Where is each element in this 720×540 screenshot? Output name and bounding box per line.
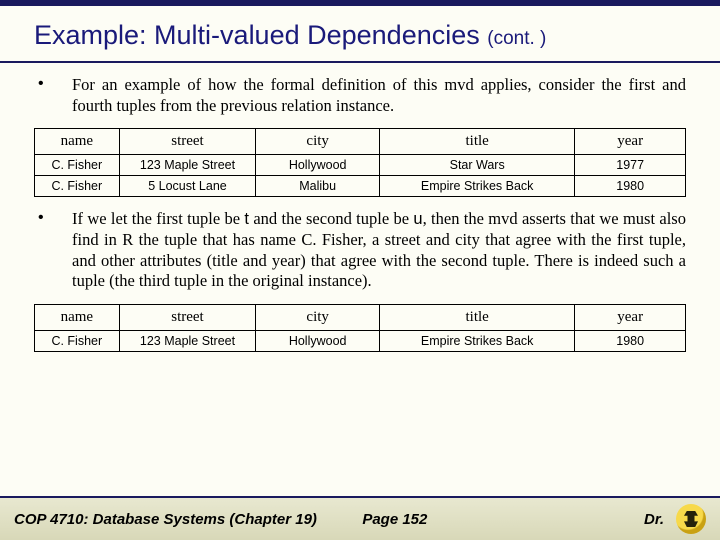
td: 1980 (575, 330, 686, 351)
th-title: title (380, 304, 575, 330)
th-street: street (119, 129, 256, 155)
bullet-marker: • (34, 75, 72, 116)
th-name: name (35, 304, 120, 330)
title-main: Example: Multi-valued Dependencies (34, 20, 487, 50)
th-city: city (256, 304, 380, 330)
table-row: C. Fisher 5 Locust Lane Malibu Empire St… (35, 176, 686, 197)
slide: Example: Multi-valued Dependencies (cont… (0, 0, 720, 540)
table-2: name street city title year C. Fisher 12… (34, 304, 686, 352)
footer-course: COP 4710: Database Systems (Chapter 19) (14, 511, 362, 528)
bullet-2-part: If we let the first tuple be (72, 209, 244, 228)
table-row: name street city title year (35, 129, 686, 155)
th-year: year (575, 129, 686, 155)
td: 123 Maple Street (119, 155, 256, 176)
table-row: name street city title year (35, 304, 686, 330)
td: C. Fisher (35, 155, 120, 176)
td: Hollywood (256, 330, 380, 351)
bullet-marker: • (34, 209, 72, 292)
bullet-1: • For an example of how the formal defin… (34, 75, 686, 116)
bullet-2: • If we let the first tuple be t and the… (34, 209, 686, 292)
footer: COP 4710: Database Systems (Chapter 19) … (0, 496, 720, 540)
td: Hollywood (256, 155, 380, 176)
content-area: • For an example of how the formal defin… (0, 63, 720, 352)
td: Empire Strikes Back (380, 176, 575, 197)
bullet-2-text: If we let the first tuple be t and the s… (72, 209, 686, 292)
td: Empire Strikes Back (380, 330, 575, 351)
footer-author: Dr. (580, 511, 670, 528)
td: 5 Locust Lane (119, 176, 256, 197)
bullet-1-text: For an example of how the formal definit… (72, 75, 686, 116)
th-city: city (256, 129, 380, 155)
table-1: name street city title year C. Fisher 12… (34, 128, 686, 197)
td: 1977 (575, 155, 686, 176)
th-title: title (380, 129, 575, 155)
td: 123 Maple Street (119, 330, 256, 351)
th-street: street (119, 304, 256, 330)
logo-icon (676, 504, 706, 534)
slide-title: Example: Multi-valued Dependencies (cont… (0, 6, 720, 63)
td: C. Fisher (35, 176, 120, 197)
td: C. Fisher (35, 330, 120, 351)
var-u: u (413, 210, 422, 228)
th-name: name (35, 129, 120, 155)
th-year: year (575, 304, 686, 330)
table-row: C. Fisher 123 Maple Street Hollywood Emp… (35, 330, 686, 351)
td: 1980 (575, 176, 686, 197)
td: Malibu (256, 176, 380, 197)
td: Star Wars (380, 155, 575, 176)
footer-page: Page 152 (362, 511, 580, 528)
bullet-2-part: and the second tuple be (249, 209, 413, 228)
table-row: C. Fisher 123 Maple Street Hollywood Sta… (35, 155, 686, 176)
title-cont: (cont. ) (487, 28, 546, 49)
